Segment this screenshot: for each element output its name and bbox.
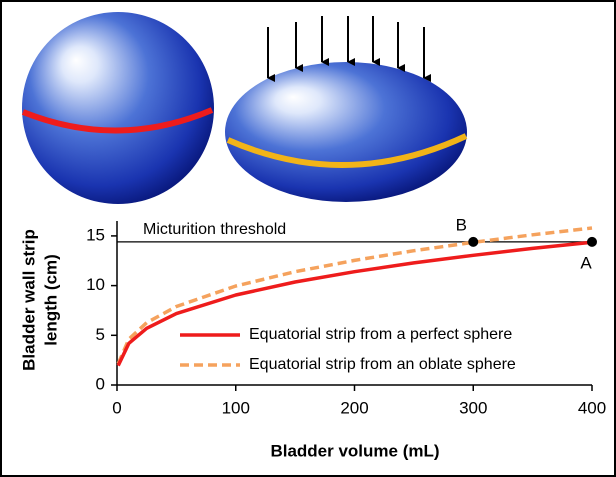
figure: Bladder volume (mL) Bladder wall strip l…: [0, 0, 616, 477]
x-tick-label: 100: [222, 398, 250, 417]
x-tick-label: 400: [578, 398, 606, 417]
point-marker: [587, 237, 597, 247]
legend-label: Equatorial strip from an oblate sphere: [249, 356, 516, 373]
x-tick-label: 300: [459, 398, 487, 417]
threshold-label: Micturition threshold: [143, 221, 286, 238]
y-tick-label: 15: [86, 225, 105, 244]
point-marker: [468, 237, 478, 247]
point-label: A: [580, 253, 592, 272]
y-axis-label: length (cm): [41, 254, 60, 346]
x-tick-label: 0: [112, 398, 121, 417]
x-tick-label: 200: [340, 398, 368, 417]
y-tick-label: 0: [96, 374, 105, 393]
legend-label: Equatorial strip from a perfect sphere: [249, 326, 512, 343]
x-axis-label: Bladder volume (mL): [270, 441, 439, 460]
oblate-sphere: [225, 62, 467, 202]
point-label: B: [456, 215, 467, 234]
sphere: [22, 12, 214, 204]
y-axis-label: Bladder wall strip: [19, 229, 38, 371]
y-tick-label: 10: [86, 275, 105, 294]
y-tick-label: 5: [96, 325, 105, 344]
